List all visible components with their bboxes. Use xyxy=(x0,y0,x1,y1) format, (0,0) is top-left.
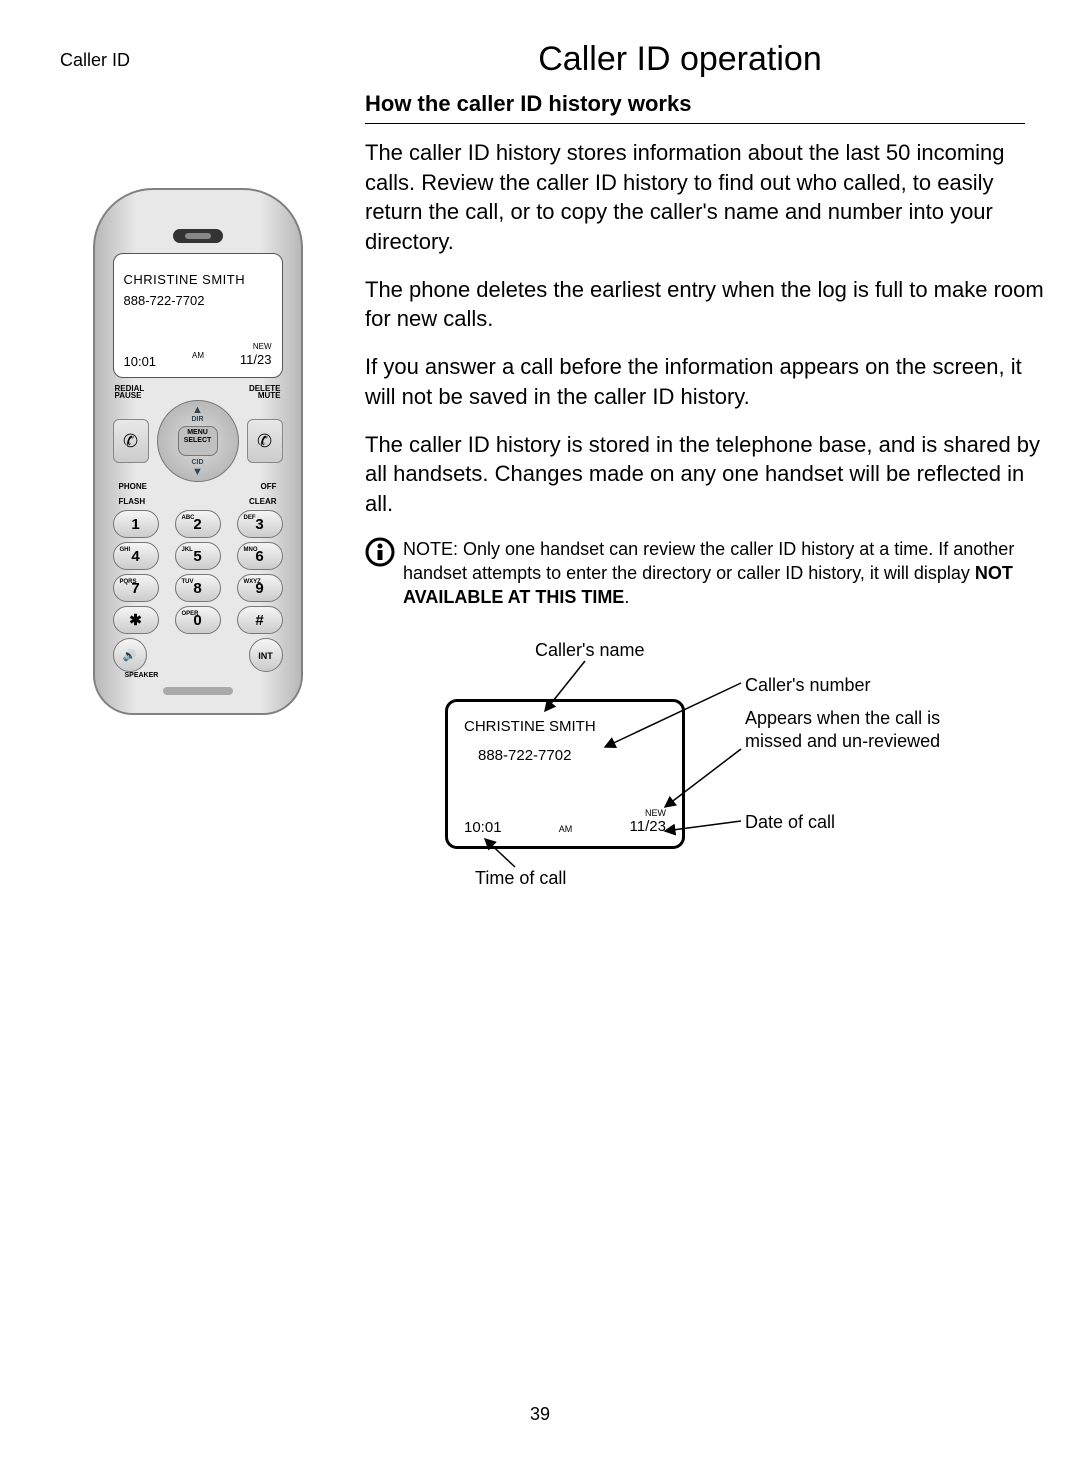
label-cid: CID xyxy=(191,459,203,466)
lcd-caller-number: 888-722-7702 xyxy=(124,293,272,308)
label-int: INT xyxy=(258,651,273,661)
paragraph: The caller ID history stores information… xyxy=(365,138,1045,257)
arrow-up-icon: ▲ xyxy=(192,404,203,416)
info-icon xyxy=(365,537,395,567)
label-select: SELECT xyxy=(184,437,212,444)
dia-ampm: AM xyxy=(559,824,573,834)
earpiece xyxy=(173,229,223,243)
handset-illustration: CHRISTINE SMITH 888-722-7702 10:01 AM NE… xyxy=(93,188,303,715)
label-speaker: SPEAKER xyxy=(125,672,171,679)
label-dir: DIR xyxy=(191,416,203,423)
keypad-key: # xyxy=(237,606,283,634)
keypad: FLASH CLEAR 1 ABC2 DEF3 GHI4 JKL5 MNO6 PQRS7 TU… xyxy=(113,497,283,634)
note-body: Only one handset can review the caller I… xyxy=(403,539,1014,583)
keypad-key: JKL5 xyxy=(175,542,221,570)
phone-icon: ✆ xyxy=(123,431,138,452)
paragraph: If you answer a call before the informat… xyxy=(365,352,1045,411)
mic-bar xyxy=(163,687,233,695)
label-caller-name: Caller's name xyxy=(535,639,644,662)
lcd-ampm: AM xyxy=(192,351,204,360)
label-flash: FLASH xyxy=(119,497,146,506)
label-mute: MUTE xyxy=(258,391,281,400)
keypad-key: DEF3 xyxy=(237,510,283,538)
paragraph: The phone deletes the earliest entry whe… xyxy=(365,275,1045,334)
nav-block: REDIAL DELETE PAUSE MUTE ✆ ▲ DIR MENU SE… xyxy=(113,384,283,491)
label-clear: CLEAR xyxy=(249,497,277,506)
speaker-button: 🔊 xyxy=(113,638,147,672)
dia-caller-number: 888-722-7702 xyxy=(478,747,666,764)
label-new-explain: Appears when the call is missed and un-r… xyxy=(745,707,945,752)
arrow-down-icon: ▼ xyxy=(192,466,203,478)
handset-lcd: CHRISTINE SMITH 888-722-7702 10:01 AM NE… xyxy=(113,253,283,378)
dia-date: 11/23 xyxy=(630,818,666,835)
label-menu: MENU xyxy=(187,429,208,436)
label-time: Time of call xyxy=(475,867,566,890)
subtitle-underline xyxy=(365,123,1025,124)
lcd-caller-name: CHRISTINE SMITH xyxy=(124,272,272,287)
lcd-date: 11/23 xyxy=(240,352,272,367)
keypad-key: WXYZ9 xyxy=(237,574,283,602)
talk-button: ✆ xyxy=(113,419,149,463)
page-subtitle: How the caller ID history works xyxy=(365,91,1020,117)
keypad-key: ABC2 xyxy=(175,510,221,538)
keypad-key: PQRS7 xyxy=(113,574,159,602)
keypad-key: TUV8 xyxy=(175,574,221,602)
note-block: NOTE: Only one handset can review the ca… xyxy=(365,537,1045,610)
label-date: Date of call xyxy=(745,811,835,834)
dia-new: NEW xyxy=(630,808,666,818)
note-lead: NOTE: xyxy=(403,539,458,559)
menu-select-button: MENU SELECT xyxy=(178,426,218,456)
label-phone: PHONE xyxy=(119,482,147,491)
int-button: INT xyxy=(249,638,283,672)
keypad-key: MNO6 xyxy=(237,542,283,570)
note-text: NOTE: Only one handset can review the ca… xyxy=(403,537,1045,610)
label-caller-number: Caller's number xyxy=(745,674,870,697)
section-header: Caller ID xyxy=(60,50,130,71)
keypad-key: 1 xyxy=(113,510,159,538)
page-title: Caller ID operation xyxy=(340,40,1020,79)
page-number: 39 xyxy=(0,1404,1080,1425)
lcd-new-flag: NEW xyxy=(240,342,272,351)
off-button: ✆ xyxy=(247,419,283,463)
phone-off-icon: ✆ xyxy=(257,431,272,452)
paragraph: The caller ID history is stored in the t… xyxy=(365,430,1045,519)
dia-caller-name: CHRISTINE SMITH xyxy=(464,718,666,735)
dpad: ▲ DIR MENU SELECT CID ▼ xyxy=(157,400,239,482)
screen-diagram: Caller's name Caller's number Appears wh… xyxy=(425,639,1045,939)
label-off: OFF xyxy=(261,482,277,491)
keypad-key: GHI4 xyxy=(113,542,159,570)
keypad-key: ✱ xyxy=(113,606,159,634)
lcd-time: 10:01 xyxy=(124,354,157,369)
speaker-icon: 🔊 xyxy=(123,650,137,662)
label-pause: PAUSE xyxy=(115,391,142,400)
diagram-lcd: CHRISTINE SMITH 888-722-7702 10:01 AM NE… xyxy=(445,699,685,849)
keypad-key: OPER0 xyxy=(175,606,221,634)
dia-time: 10:01 xyxy=(464,819,502,836)
